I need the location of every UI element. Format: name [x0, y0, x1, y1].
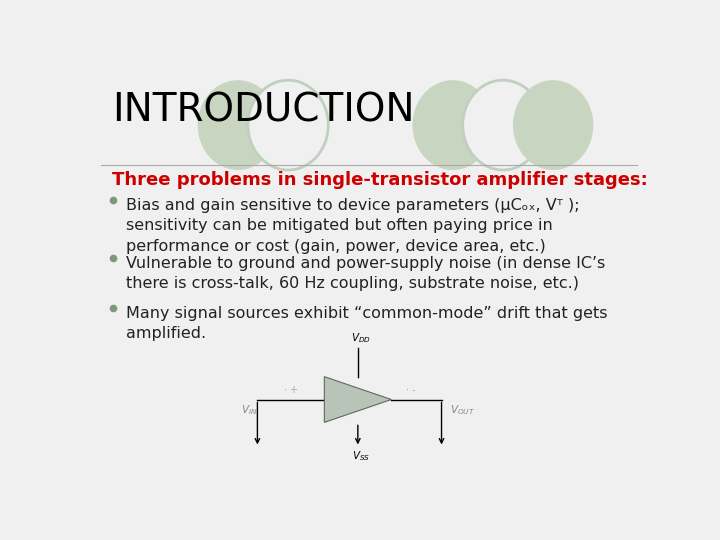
Ellipse shape — [463, 80, 543, 170]
Text: Vulnerable to ground and power-supply noise (in dense IC’s
there is cross-talk, : Vulnerable to ground and power-supply no… — [126, 256, 606, 292]
Polygon shape — [324, 377, 392, 422]
Text: $V_{SS}$: $V_{SS}$ — [351, 449, 369, 463]
Text: Bias and gain sensitive to device parameters (μCₒₓ, Vᵀ );
sensitivity can be mit: Bias and gain sensitive to device parame… — [126, 198, 580, 254]
Ellipse shape — [248, 80, 328, 170]
Text: $V_{DD}$: $V_{DD}$ — [351, 332, 371, 346]
Text: $\cdot$ +: $\cdot$ + — [282, 384, 298, 395]
Text: $V_{OUT}$: $V_{OUT}$ — [450, 404, 475, 417]
Text: Many signal sources exhibit “common-mode” drift that gets
amplified.: Many signal sources exhibit “common-mode… — [126, 306, 608, 341]
Text: $\cdot$ -: $\cdot$ - — [405, 386, 416, 395]
Ellipse shape — [513, 80, 593, 170]
Text: Three problems in single-transistor amplifier stages:: Three problems in single-transistor ampl… — [112, 171, 648, 189]
Ellipse shape — [198, 80, 278, 170]
Text: INTRODUCTION: INTRODUCTION — [112, 92, 415, 130]
Ellipse shape — [413, 80, 493, 170]
Text: $V_{IN}$: $V_{IN}$ — [240, 404, 257, 417]
